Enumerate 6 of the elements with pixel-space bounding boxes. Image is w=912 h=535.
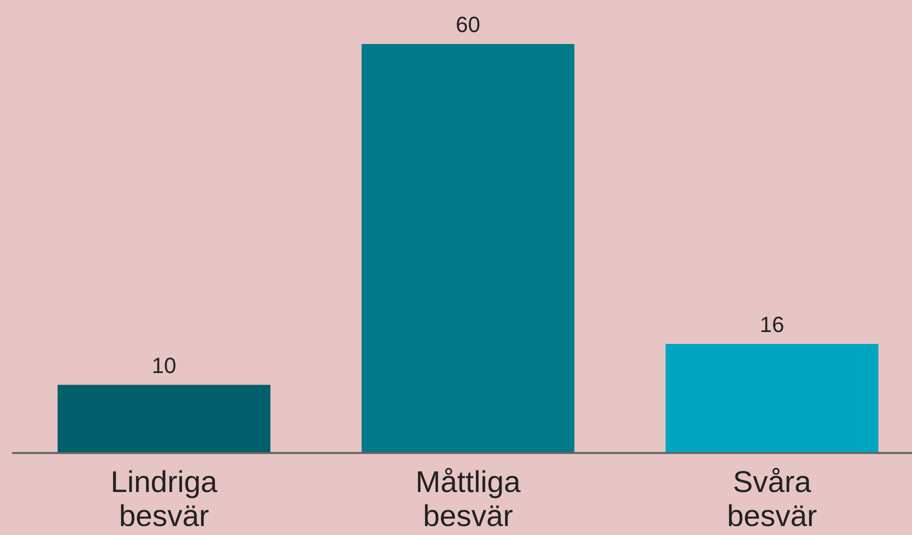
x-tick-label: Måttliga besvär — [415, 466, 521, 533]
data-label: 16 — [760, 312, 784, 337]
x-tick-label: Svåra besvär — [726, 466, 818, 533]
data-label: 60 — [456, 12, 480, 37]
x-tick-label: Lindriga besvär — [110, 466, 218, 533]
data-label: 10 — [152, 352, 176, 378]
